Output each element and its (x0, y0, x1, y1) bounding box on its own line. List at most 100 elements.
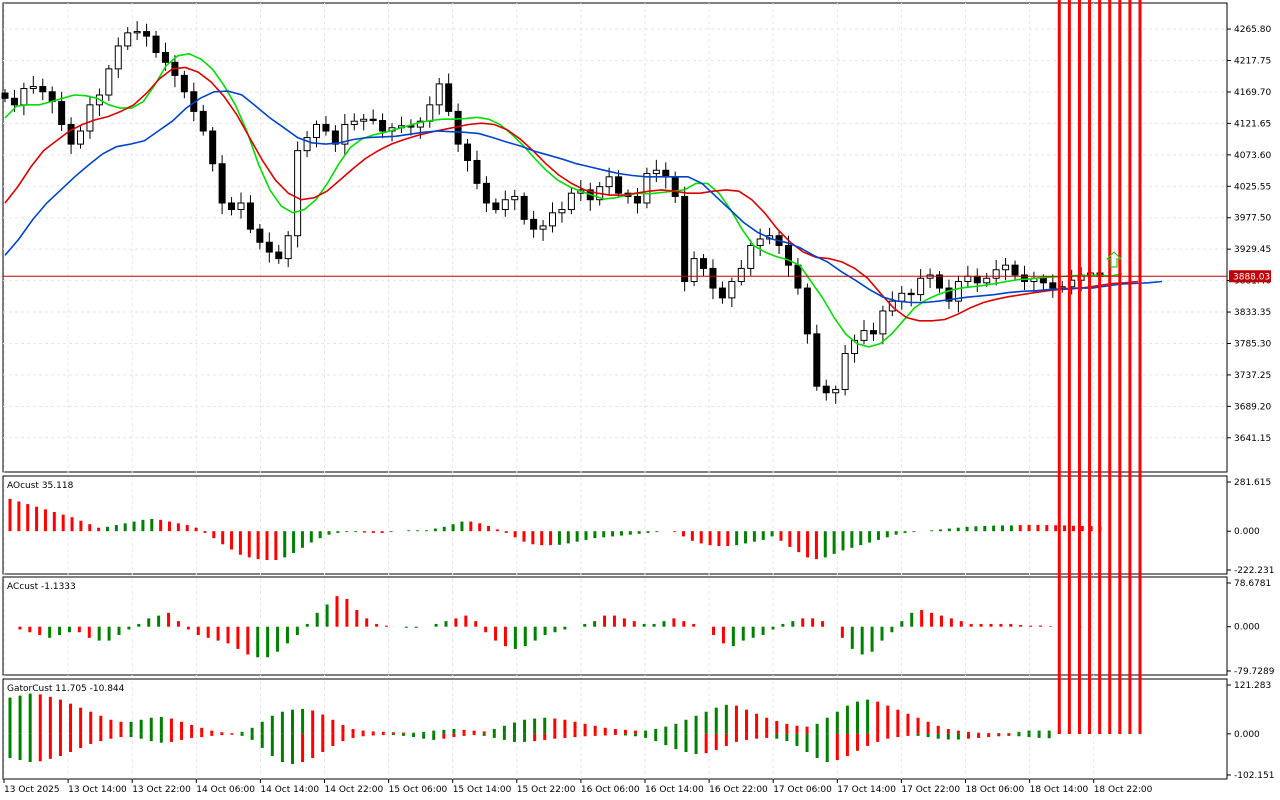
time-tick-label: 16 Oct 22:00 (709, 785, 768, 795)
price-tick-label: 4169.70 (1234, 88, 1271, 98)
pane-tick-label: -222.231 (1234, 566, 1274, 576)
candle-bear (67, 123, 75, 145)
candle-bear (161, 51, 169, 63)
pane-tick-label: -102.151 (1234, 771, 1274, 781)
candle-bull (1002, 264, 1010, 271)
candle-bear (633, 195, 641, 204)
candle-bear (671, 176, 679, 197)
candle-bull (954, 281, 962, 302)
pane-tick-label: -79.7289 (1234, 667, 1275, 677)
candle-bull (511, 195, 519, 201)
time-tick-label: 14 Oct 22:00 (325, 785, 384, 795)
candle-bull (313, 123, 321, 139)
candle-bull (652, 169, 660, 175)
time-axis: 13 Oct 2025 13 Oct 14:00 13 Oct 22:00 14 Oc… (3, 779, 1153, 795)
candle-bull (435, 83, 443, 106)
candle-bull (105, 68, 113, 96)
time-tick-label: 16 Oct 14:00 (645, 785, 704, 795)
candle-bear (209, 130, 217, 165)
price-axis: 4265.80 4217.75 4169.70 4121.65 4073.60 4025.… (1227, 25, 1271, 444)
candles (1, 21, 1104, 404)
candle-bull (237, 202, 245, 211)
candle-bull (992, 269, 1000, 279)
grid (3, 3, 1227, 779)
pane-tick-label: 281.615 (1234, 478, 1271, 488)
gator-pane-frame (2, 678, 1228, 780)
candle-bear (464, 143, 472, 161)
time-tick-label: 18 Oct 22:00 (1094, 785, 1153, 795)
time-tick-label: 18 Oct 06:00 (966, 785, 1025, 795)
time-tick-label: 13 Oct 14:00 (68, 785, 127, 795)
candle-bear (973, 275, 981, 284)
candle-bear (152, 35, 160, 53)
candle-bull (983, 277, 991, 284)
price-tick-label: 3833.35 (1234, 308, 1271, 318)
pane-tick-label: 121.283 (1234, 681, 1271, 691)
time-tick-label: 17 Oct 06:00 (773, 785, 832, 795)
price-tick-label: 4265.80 (1234, 25, 1271, 35)
candle-bull (690, 258, 698, 283)
buy-arrow-icon (1105, 251, 1123, 268)
red-line (4, 66, 1139, 322)
candle-bull (549, 212, 556, 227)
candle-bear (445, 83, 453, 112)
candle-bear (700, 258, 708, 269)
candle-bear (869, 330, 877, 335)
candle-bull (605, 176, 613, 188)
candle-bull (501, 199, 509, 211)
candle-bear (1039, 277, 1047, 284)
price-tick-label: 4073.60 (1234, 151, 1271, 161)
candle-bull (567, 192, 575, 211)
time-tick-label: 17 Oct 14:00 (837, 785, 896, 795)
candle-bull (133, 31, 141, 34)
candle-bear (228, 202, 236, 211)
gator-pane-title: GatorCust 11.705 -10.844 (7, 684, 125, 694)
candle-bull (341, 123, 349, 145)
candle-bull (747, 245, 755, 269)
candle-bear (530, 218, 538, 230)
current-price-badge (1229, 270, 1271, 283)
price-tick-label: 4217.75 (1234, 57, 1271, 67)
candle-bear (615, 176, 623, 194)
time-tick-label: 16 Oct 06:00 (581, 785, 640, 795)
candle-bull (20, 87, 28, 106)
candle-bear (945, 287, 953, 302)
pane-tick-label: 0.000 (1234, 623, 1260, 633)
candle-bull (284, 235, 292, 260)
candle-bear (1049, 282, 1057, 289)
candle-bear (143, 31, 151, 37)
ao-pane-title: AOcust 35.118 (7, 481, 74, 491)
candle-bull (416, 120, 424, 128)
candle-bear (256, 228, 264, 243)
time-tick-label: 13 Oct 22:00 (132, 785, 191, 795)
candle-bear (180, 74, 188, 93)
candle-bull (917, 277, 925, 296)
candle-bear (275, 251, 283, 260)
candle-bear (473, 159, 481, 184)
candle-bull (964, 275, 972, 283)
candle-bull (879, 310, 887, 335)
candle-bear (813, 333, 821, 387)
candle-bull (851, 339, 859, 354)
ac-pane-title: ACcust -1.1333 (7, 582, 76, 592)
candle-bear (709, 267, 717, 289)
candle-bull (841, 352, 849, 390)
candle-bear (246, 202, 254, 230)
candle-bull (303, 137, 311, 152)
candle-bear (520, 195, 528, 220)
candle-bull (737, 267, 745, 283)
candle-bull (832, 388, 840, 394)
price-tick-label: 3785.30 (1234, 339, 1271, 349)
candle-bear (218, 163, 226, 204)
pane-tick-label: 78.6781 (1234, 579, 1271, 589)
candle-bear (331, 130, 339, 145)
candle-bear (379, 120, 387, 132)
candle-bull (360, 118, 368, 122)
candle-bear (492, 202, 500, 211)
price-tick-label: 3929.45 (1234, 245, 1271, 255)
candle-bear (784, 245, 792, 266)
candle-bull (558, 209, 566, 214)
candle-bull (728, 281, 736, 299)
pane-tick-label: 0.000 (1234, 527, 1260, 537)
time-tick-label: 18 Oct 14:00 (1030, 785, 1089, 795)
